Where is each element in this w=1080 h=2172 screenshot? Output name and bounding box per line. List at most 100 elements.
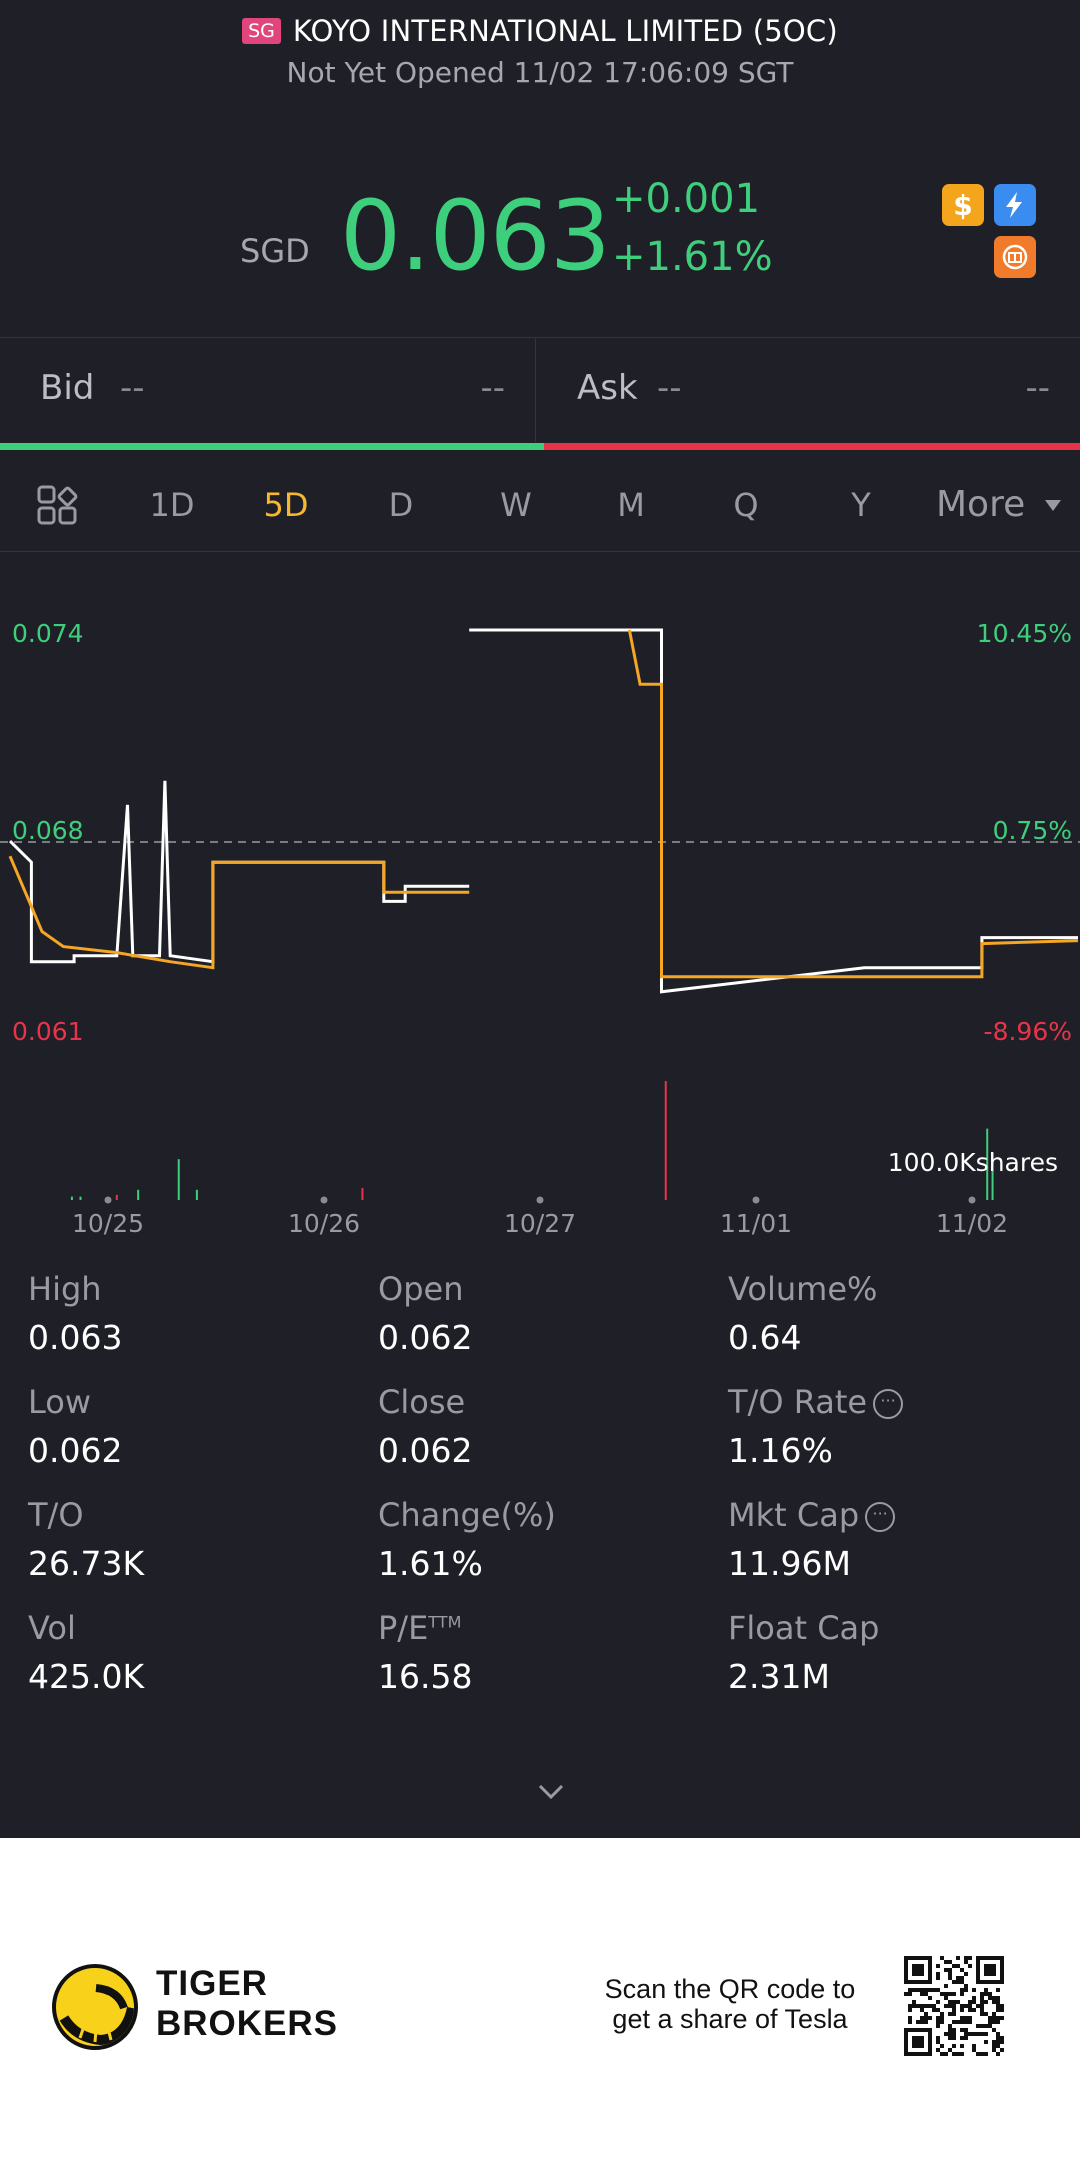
- stat-label-text: High: [28, 1270, 102, 1308]
- last-price: 0.063: [340, 180, 611, 292]
- ask-section[interactable]: Ask -- --: [537, 338, 1080, 442]
- stat-label-text: Vol: [28, 1609, 76, 1647]
- bid-section[interactable]: Bid -- --: [0, 338, 536, 442]
- volume-scale-label: 100.0Kshares: [888, 1148, 1058, 1177]
- stat-value: 0.062: [28, 1431, 123, 1470]
- stat-label: T/O: [28, 1496, 328, 1534]
- y-axis-pct-min: -8.96%: [984, 1017, 1072, 1046]
- stats-grid: High 0.063 Open 0.062 Volume% 0.64 Low 0.062 Clo…: [0, 1270, 1080, 1720]
- period-tabs: 1D 5D D W M Q Y More: [0, 464, 1080, 552]
- stat-t-o: T/O 26.73K: [28, 1496, 328, 1583]
- price-line-series-1-segment-0: [8, 855, 470, 970]
- ask-price: --: [657, 368, 682, 408]
- x-axis-label: 10/26: [288, 1209, 360, 1238]
- bid-ask-panel: Bid -- -- Ask -- --: [0, 337, 1080, 443]
- brand-name-line2: BROKERS: [156, 2004, 339, 2043]
- x-axis-label: 10/25: [72, 1209, 144, 1238]
- bid-ask-ratio-bar: [0, 443, 1080, 450]
- stat-label-text: Close: [378, 1383, 466, 1421]
- stat-label-text: T/O Rate: [728, 1383, 868, 1421]
- market-status: Not Yet Opened 11/02 17:06:09 SGT: [286, 56, 794, 89]
- stat-label-text: Float Cap: [728, 1609, 880, 1647]
- stat-value: 425.0K: [28, 1657, 145, 1696]
- stat-value: 0.062: [378, 1318, 473, 1357]
- stock-name[interactable]: KOYO INTERNATIONAL LIMITED (5OC): [292, 14, 838, 48]
- x-axis-tick: [752, 1196, 760, 1204]
- x-axis-tick: [536, 1196, 544, 1204]
- brand-name-line1: TIGER: [156, 1964, 268, 2003]
- level-badge-icon[interactable]: [994, 236, 1036, 278]
- stat-label-text: Volume%: [728, 1270, 878, 1308]
- tab-5d[interactable]: 5D: [263, 486, 309, 524]
- tab-d[interactable]: D: [388, 486, 414, 524]
- stat-label: Change(%): [378, 1496, 678, 1534]
- tiger-logo: [52, 1964, 138, 2050]
- more-periods-button[interactable]: More: [936, 484, 1026, 525]
- stat-label: Low: [28, 1383, 328, 1421]
- stat-label: Mkt Cap ···: [728, 1496, 1028, 1534]
- stat-label-text: T/O: [28, 1496, 84, 1534]
- price-chart[interactable]: 0.074 0.068 0.061 10.45% 0.75% -8.96% 10…: [0, 560, 1080, 1240]
- ask-ratio-fill: [544, 443, 1080, 450]
- stat-value: 0.063: [28, 1318, 123, 1357]
- stat-value: 0.062: [378, 1431, 473, 1470]
- chart-svg[interactable]: 0.074 0.068 0.061 10.45% 0.75% -8.96% 10…: [0, 560, 1080, 1240]
- stat-label: High: [28, 1270, 328, 1308]
- stat-label: P/ETTM: [378, 1609, 678, 1647]
- stat-t-o-rate: T/O Rate ··· 1.16%: [728, 1383, 1028, 1470]
- stat-value: 1.61%: [378, 1544, 483, 1583]
- stat-label: Close: [378, 1383, 678, 1421]
- stat-vol: Vol 425.0K: [28, 1609, 328, 1696]
- stat-label: Float Cap: [728, 1609, 1028, 1647]
- tab-y[interactable]: Y: [851, 486, 871, 524]
- x-axis-label: 11/01: [720, 1209, 792, 1238]
- price-block: SGD 0.063 +0.001 +1.61% $: [0, 150, 1080, 310]
- price-change: +0.001: [612, 176, 761, 222]
- bid-size: --: [480, 368, 505, 408]
- tab-1d[interactable]: 1D: [149, 486, 195, 524]
- flash-icon[interactable]: [994, 184, 1036, 226]
- y-axis-label-ref: 0.068: [12, 816, 84, 845]
- info-icon[interactable]: ···: [865, 1502, 896, 1532]
- stat-label-text: Change(%): [378, 1496, 556, 1534]
- chevron-down-icon[interactable]: [536, 1780, 566, 1804]
- stat-label-text: Mkt Cap: [728, 1496, 860, 1534]
- stat-value: 26.73K: [28, 1544, 145, 1583]
- caret-down-icon[interactable]: [1045, 500, 1061, 511]
- dollar-badge-icon[interactable]: $: [942, 184, 984, 226]
- stat-mkt-cap: Mkt Cap ··· 11.96M: [728, 1496, 1028, 1583]
- info-icon[interactable]: ···: [873, 1389, 904, 1419]
- stat-value: 0.64: [728, 1318, 802, 1357]
- ask-size: --: [1025, 368, 1050, 408]
- tab-w[interactable]: W: [500, 486, 532, 524]
- stat-low: Low 0.062: [28, 1383, 328, 1470]
- y-axis-pct-max: 10.45%: [977, 619, 1072, 648]
- stat-label-text: P/E: [378, 1609, 429, 1647]
- stock-header: SG KOYO INTERNATIONAL LIMITED (5OC) Not …: [0, 0, 1080, 100]
- x-axis-tick: [104, 1196, 112, 1204]
- price-line-series-0-segment-0: [8, 780, 470, 964]
- stat-label: Volume%: [728, 1270, 1028, 1308]
- title-row: SG KOYO INTERNATIONAL LIMITED (5OC): [0, 14, 1080, 48]
- stat-label: Open: [378, 1270, 678, 1308]
- bid-price: --: [120, 368, 145, 408]
- currency-label: SGD: [240, 232, 310, 270]
- x-axis-tick: [968, 1196, 976, 1204]
- stat-value: 2.31M: [728, 1657, 830, 1696]
- layout-grid-icon[interactable]: [36, 484, 78, 526]
- bid-label: Bid: [40, 368, 95, 408]
- stat-volume: Volume% 0.64: [728, 1270, 1028, 1357]
- stat-value: 16.58: [378, 1657, 473, 1696]
- y-axis-pct-ref: 0.75%: [993, 816, 1072, 845]
- tab-m[interactable]: M: [617, 486, 645, 524]
- bid-ratio-fill: [0, 443, 544, 450]
- price-line-series-1-segment-1: [627, 629, 1079, 979]
- price-change-percent: +1.61%: [612, 234, 773, 280]
- stat-close: Close 0.062: [378, 1383, 678, 1470]
- tab-q[interactable]: Q: [733, 486, 759, 524]
- y-axis-label-max: 0.074: [12, 619, 84, 648]
- x-axis-tick: [320, 1196, 328, 1204]
- stat-value: 11.96M: [728, 1544, 851, 1583]
- y-axis-label-min: 0.061: [12, 1017, 84, 1046]
- stat-float-cap: Float Cap 2.31M: [728, 1609, 1028, 1696]
